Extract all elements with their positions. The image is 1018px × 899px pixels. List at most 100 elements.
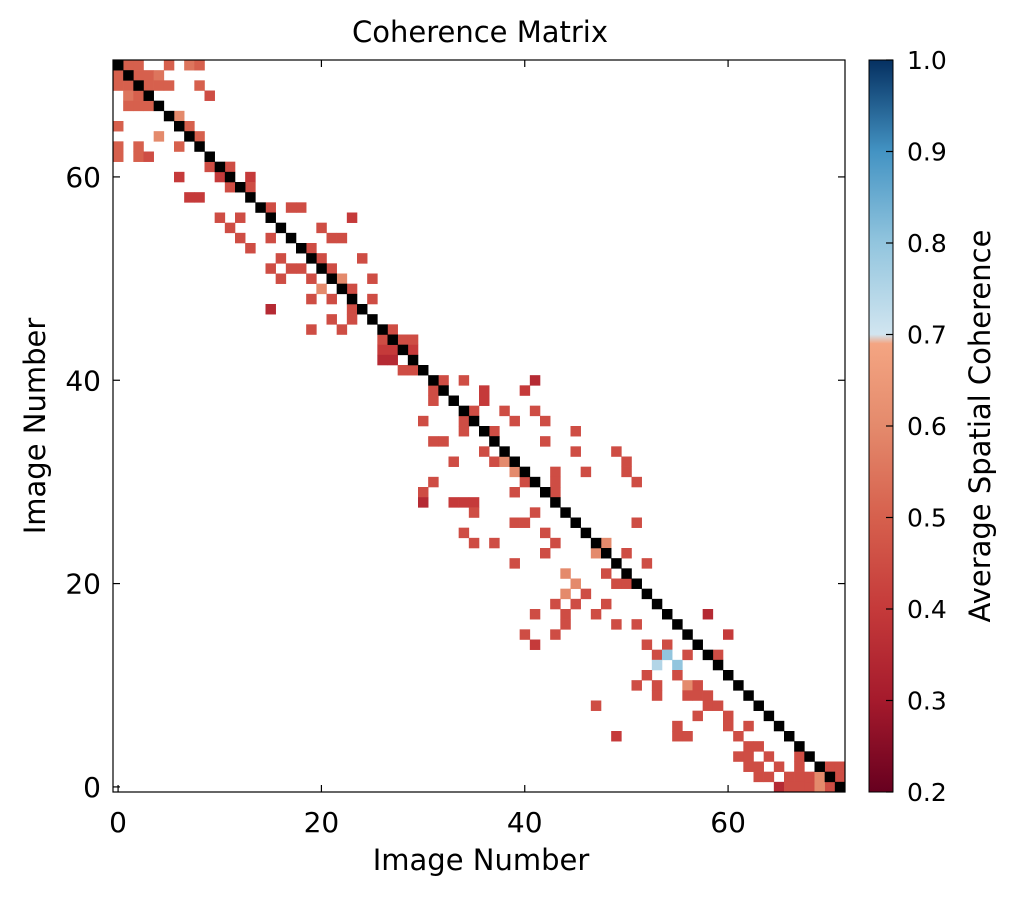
heatmap-cell — [723, 629, 734, 640]
heatmap-cell — [621, 568, 632, 579]
heatmap-cell — [448, 456, 459, 467]
heatmap-cell — [163, 110, 175, 122]
y-tick-label: 40 — [65, 364, 101, 397]
heatmap-cell — [265, 202, 276, 213]
heatmap-cell — [723, 670, 734, 681]
heatmap-cell — [560, 507, 571, 518]
heatmap-cell — [346, 314, 358, 325]
heatmap-cell — [153, 131, 165, 142]
heatmap-cell — [753, 771, 764, 783]
heatmap-cell — [113, 141, 124, 152]
heatmap-cell — [641, 558, 653, 569]
heatmap-cell — [672, 670, 683, 681]
heatmap-cell — [519, 476, 531, 488]
heatmap-cell — [682, 731, 693, 742]
heatmap-cell — [621, 548, 632, 559]
heatmap-cell — [529, 639, 541, 650]
heatmap-cell — [418, 365, 429, 376]
heatmap-cell — [133, 90, 144, 101]
heatmap-cell — [184, 131, 195, 142]
heatmap-cell — [458, 405, 470, 417]
heatmap-cell — [601, 537, 612, 549]
heatmap-cell — [397, 344, 409, 356]
heatmap-cell — [224, 161, 236, 173]
heatmap-cell — [550, 487, 561, 498]
heatmap-cell — [346, 304, 358, 315]
heatmap-cell — [326, 263, 337, 274]
heatmap-cell — [601, 548, 612, 559]
heatmap-cell — [397, 365, 409, 376]
heatmap-cell — [499, 456, 510, 467]
heatmap-cell — [163, 60, 175, 71]
heatmap-cell — [438, 375, 449, 386]
heatmap-cell — [428, 476, 439, 488]
heatmap-cell — [590, 537, 602, 549]
heatmap-cell — [590, 548, 602, 559]
heatmap-cell — [204, 90, 215, 101]
heatmap-cell — [509, 558, 520, 569]
heatmap-cell — [804, 771, 815, 783]
heatmap-cell — [509, 466, 520, 478]
heatmap-cell — [692, 680, 703, 691]
heatmap-cell — [743, 690, 754, 701]
heatmap-cell — [509, 415, 520, 427]
heatmap-cell — [631, 578, 642, 589]
heatmap-cell — [834, 761, 846, 772]
heatmap-cell — [590, 609, 602, 620]
heatmap-cell — [428, 375, 439, 386]
heatmap-cell — [438, 436, 449, 447]
heatmap-cell — [458, 415, 470, 427]
heatmap-cell — [824, 781, 836, 793]
heatmap-cell — [550, 476, 561, 488]
heatmap-cell — [784, 771, 795, 783]
plot-area — [112, 59, 846, 793]
heatmap-cell — [814, 771, 825, 783]
heatmap-cell — [601, 598, 612, 610]
heatmap-cell — [580, 466, 592, 478]
heatmap-cell — [407, 354, 419, 366]
heatmap-cell — [723, 710, 734, 722]
heatmap-cell — [163, 80, 175, 91]
x-tick-label: 60 — [710, 806, 746, 839]
heatmap-cell — [184, 60, 195, 71]
heatmap-cell — [601, 568, 612, 579]
heatmap-cell — [377, 354, 388, 366]
heatmap-cell — [773, 720, 785, 732]
heatmap-cell — [113, 80, 124, 91]
heatmap-cell — [357, 253, 368, 264]
heatmap-cell — [438, 385, 449, 396]
heatmap-cell — [458, 497, 470, 508]
heatmap-cell — [743, 720, 754, 732]
heatmap-cell — [702, 700, 714, 711]
heatmap-cell — [814, 781, 825, 793]
heatmap-cell — [753, 741, 764, 752]
heatmap-cell — [214, 212, 226, 223]
heatmap-cell — [794, 781, 805, 793]
heatmap-cell — [377, 334, 388, 345]
heatmap-cell — [174, 110, 185, 122]
heatmap-cell — [336, 273, 348, 284]
colorbar-tick-label: 0.6 — [907, 412, 947, 441]
heatmap-cell — [153, 70, 165, 81]
heatmap-cell — [570, 517, 581, 528]
heatmap-cell — [174, 141, 185, 152]
colorbar-tick-label: 0.8 — [907, 229, 947, 258]
heatmap-cell — [519, 385, 531, 396]
heatmap-cell — [529, 405, 541, 417]
heatmap-cell — [550, 629, 561, 640]
heatmap-cell — [651, 690, 663, 701]
heatmap-cell — [285, 263, 297, 274]
heatmap-cell — [428, 385, 439, 396]
heatmap-cell — [540, 548, 551, 559]
heatmap-cell — [540, 487, 551, 498]
heatmap-cell — [336, 324, 348, 335]
heatmap-cell — [672, 659, 683, 671]
heatmap-cell — [662, 649, 673, 661]
heatmap-cell — [611, 731, 622, 742]
heatmap-cell — [296, 243, 307, 254]
heatmap-cell — [133, 141, 144, 152]
heatmap-cell — [255, 202, 266, 213]
heatmap-cell — [113, 70, 124, 81]
x-tick-label: 40 — [507, 806, 543, 839]
heatmap-cell — [570, 446, 581, 457]
